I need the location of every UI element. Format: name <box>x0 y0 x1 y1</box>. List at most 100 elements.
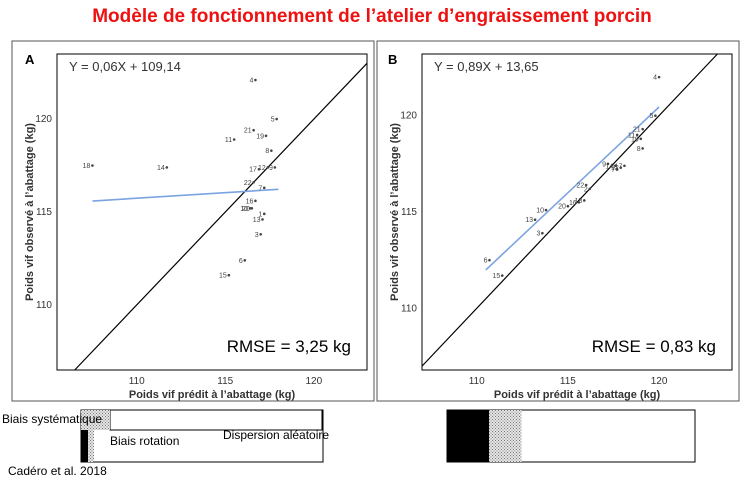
panel-border <box>11 40 375 402</box>
systematic-bias-segment <box>447 410 490 462</box>
data-point: 16 <box>246 198 257 205</box>
legend-random-dispersion: Dispersion aléatoire <box>223 428 330 442</box>
data-point: 3 <box>536 231 544 238</box>
y-tick-label: 110 <box>401 303 417 314</box>
point-label: 9 <box>269 165 273 172</box>
point-label: 19 <box>631 136 639 143</box>
rotation-bias-segment-dark <box>81 430 88 462</box>
data-point: 16 <box>569 200 581 207</box>
data-point: 14 <box>157 165 169 172</box>
plot-area <box>56 53 368 371</box>
point-label: 3 <box>536 231 540 238</box>
point-label: 10 <box>536 208 544 215</box>
point-label: 7 <box>258 185 262 192</box>
point-label: 9 <box>602 161 606 168</box>
data-point: 6 <box>484 258 491 265</box>
data-point: 8 <box>265 148 273 155</box>
point-label: 8 <box>637 146 641 153</box>
chart-panel-a: A 110 115 120 110 115 120 Poids vif prédit à l… <box>11 40 375 402</box>
x-tick-label: 115 <box>560 376 576 387</box>
y-axis-label: Poids vif observé à l’abattage (kg) <box>24 123 36 301</box>
y-axis-label: Poids vif observé à l’abattage (kg) <box>389 123 401 301</box>
citation: Cadéro et al. 2018 <box>8 464 107 478</box>
point-label: 16 <box>246 198 254 205</box>
panel-border <box>376 40 740 402</box>
regression-line <box>92 188 279 202</box>
point-label: 14 <box>157 165 165 172</box>
rotation-bias-segment <box>88 430 94 462</box>
data-point: 19 <box>631 136 643 143</box>
data-point: 20 <box>558 204 570 211</box>
data-point: 19 <box>256 133 268 140</box>
legend-rotation-bias: Biais rotation <box>110 434 180 448</box>
point-label: 17 <box>249 167 257 174</box>
panel-label-b: B <box>388 52 397 67</box>
point-label: 21 <box>244 128 252 135</box>
point-label: 7 <box>611 167 615 174</box>
point-label: 3 <box>255 232 259 239</box>
point-label: 5 <box>650 113 654 120</box>
point-label: 22 <box>244 180 252 187</box>
x-tick-label: 115 <box>217 376 233 387</box>
identity-line <box>74 62 368 371</box>
panel-label-a: A <box>25 52 35 67</box>
data-point: 5 <box>271 117 278 124</box>
rmse-value: RMSE = 0,83 kg <box>592 337 716 356</box>
point-label: 17 <box>615 163 623 170</box>
data-point: 9 <box>269 165 277 172</box>
y-tick-label: 110 <box>36 300 52 311</box>
systematic-bias-box <box>109 409 323 431</box>
point-label: 10 <box>240 206 248 213</box>
point-label: 8 <box>265 148 269 155</box>
point-label: 22 <box>576 183 584 190</box>
data-point: 1 <box>258 211 266 218</box>
x-axis-label: Poids vif prédit à l’abattage (kg) <box>494 389 661 401</box>
data-point: 12 <box>258 165 270 172</box>
rmse-value: RMSE = 3,25 kg <box>227 337 351 356</box>
data-point: 11 <box>225 137 236 144</box>
data-point: 15 <box>492 273 504 280</box>
data-point: 13 <box>253 217 264 224</box>
data-point: 17 <box>615 163 626 170</box>
data-point: 7 <box>611 167 619 174</box>
data-point: 14 <box>605 163 617 170</box>
point-label: 6 <box>484 258 488 265</box>
regression-equation: Y = 0,06X + 109,14 <box>69 59 181 74</box>
point-label: 18 <box>83 163 91 170</box>
chart-panel-b: B 110 115 120 110 115 120 Poids vif prédit à l… <box>376 40 740 402</box>
point-label: 20 <box>558 204 566 211</box>
data-point: 7 <box>258 185 266 192</box>
point-label: 4 <box>249 78 253 85</box>
data-point: 17 <box>249 167 261 174</box>
data-point: 2 <box>584 186 592 193</box>
x-tick-label: 120 <box>306 376 323 387</box>
point-label: 11 <box>628 132 635 139</box>
data-point: 21 <box>633 127 644 134</box>
point-label: 1 <box>258 211 262 218</box>
point-label: 5 <box>271 117 275 124</box>
data-point: 18 <box>83 163 94 170</box>
point-label: 12 <box>258 165 266 172</box>
data-point: 4 <box>249 78 257 85</box>
data-point: 21 <box>244 128 255 135</box>
data-point: 22 <box>576 183 588 190</box>
data-point: 9 <box>602 161 610 168</box>
data-point: 5 <box>650 113 657 120</box>
point-label: 13 <box>525 217 533 224</box>
data-point: 13 <box>525 217 537 224</box>
point-label: 15 <box>492 273 500 280</box>
data-point: 15 <box>219 273 231 280</box>
y-tick-label: 115 <box>36 207 52 218</box>
x-tick-label: 110 <box>129 376 145 387</box>
point-label: 15 <box>219 273 227 280</box>
rotation-bias-segment <box>489 410 522 462</box>
systematic-bias-segment <box>81 410 110 430</box>
y-tick-label: 115 <box>401 207 417 218</box>
data-point: 4 <box>653 75 661 82</box>
x-tick-label: 120 <box>651 376 668 387</box>
point-label: 14 <box>605 163 613 170</box>
point-label: 4 <box>653 75 657 82</box>
data-point: 10 <box>536 208 548 215</box>
data-point: 11 <box>628 132 639 139</box>
